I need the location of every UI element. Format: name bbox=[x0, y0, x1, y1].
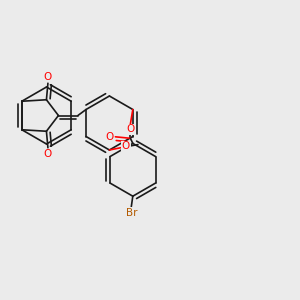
Text: O: O bbox=[122, 141, 130, 152]
Text: O: O bbox=[126, 124, 134, 134]
Text: O: O bbox=[44, 72, 52, 82]
Text: O: O bbox=[44, 149, 52, 159]
Text: Br: Br bbox=[126, 208, 137, 218]
Text: O: O bbox=[105, 132, 113, 142]
